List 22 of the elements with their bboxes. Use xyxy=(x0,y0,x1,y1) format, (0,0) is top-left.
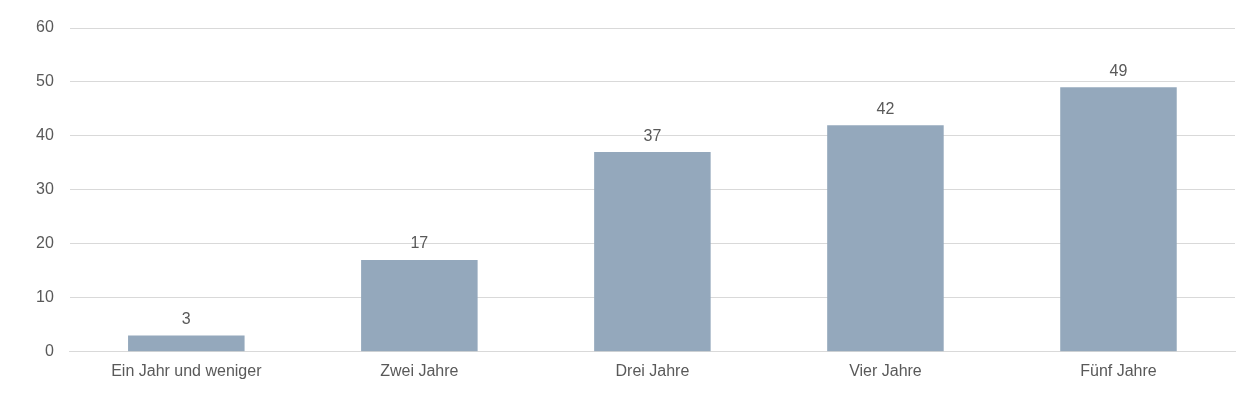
x-tick-label: Vier Jahre xyxy=(849,361,922,379)
x-tick-label: Ein Jahr und weniger xyxy=(111,361,263,379)
bar xyxy=(128,335,245,352)
bar xyxy=(361,260,478,352)
y-tick-label: 0 xyxy=(44,342,54,360)
bar xyxy=(827,125,944,352)
data-label: 49 xyxy=(1109,61,1128,79)
y-tick-label: 30 xyxy=(36,180,54,198)
y-tick-label: 40 xyxy=(36,126,54,144)
y-tick-label: 10 xyxy=(36,288,54,306)
data-label: 37 xyxy=(643,126,662,144)
y-tick-label: 60 xyxy=(36,18,54,36)
y-tick-label: 50 xyxy=(36,72,54,90)
data-label: 42 xyxy=(876,99,895,117)
data-label: 17 xyxy=(410,234,429,252)
bar xyxy=(1060,87,1177,352)
data-label: 3 xyxy=(181,310,191,328)
y-tick-label: 20 xyxy=(36,234,54,252)
x-tick-label: Fünf Jahre xyxy=(1080,361,1157,379)
x-tick-label: Zwei Jahre xyxy=(380,361,459,379)
bar xyxy=(594,152,711,352)
x-tick-label: Drei Jahre xyxy=(615,361,690,379)
